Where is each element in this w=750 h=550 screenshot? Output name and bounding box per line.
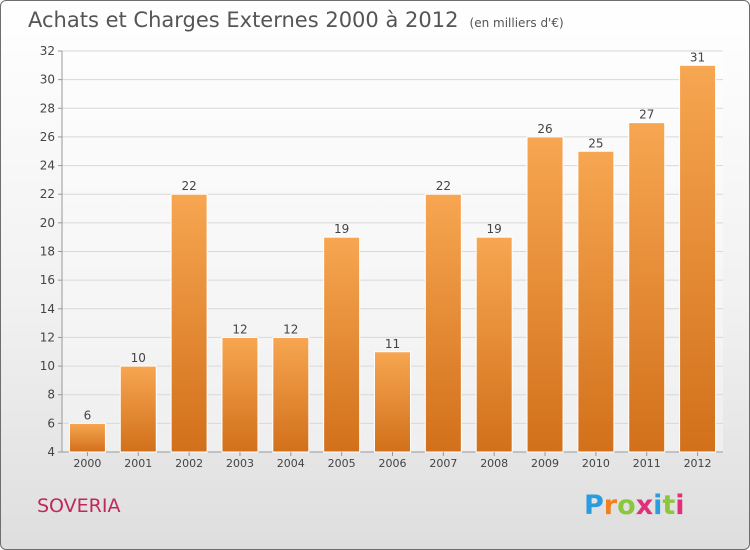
bar-value-label: 12 [283,322,298,336]
y-tick-label: 22 [40,187,55,201]
logo-letter: x [635,490,654,521]
bar-value-label: 27 [639,108,654,122]
bar [221,336,259,453]
bar-value-label: 22 [181,179,196,193]
logo-letter: P [584,490,604,521]
x-tick-label: 2004 [277,457,305,470]
bar [628,122,666,453]
y-tick-label: 28 [40,101,55,115]
bar-value-label: 31 [690,50,705,64]
commune-name: SOVERIA [37,495,121,517]
y-tick-label: 8 [47,388,55,402]
bar [323,236,361,453]
y-tick-label: 32 [40,44,55,58]
x-tick-label: 2001 [124,457,152,470]
logo-letter: i [653,490,663,521]
x-tick-label: 2005 [328,457,356,470]
y-tick-label: 26 [40,130,55,144]
bar-value-label: 11 [385,337,400,351]
y-tick-label: 30 [40,73,55,87]
bar [679,64,717,453]
chart-title: Achats et Charges Externes 2000 à 2012 (… [28,8,564,32]
y-tick-label: 10 [40,359,55,373]
bar-value-label: 26 [537,122,552,136]
y-tick-label: 12 [40,330,55,344]
y-tick-label: 24 [40,159,55,173]
chart-title-main: Achats et Charges Externes 2000 à 2012 [28,8,459,32]
logo-letter: i [675,490,685,521]
y-tick-label: 18 [40,245,55,259]
x-tick-label: 2006 [379,457,407,470]
y-tick-label: 4 [47,445,55,459]
bar-value-label: 6 [84,408,92,422]
x-tick-label: 2007 [429,457,457,470]
y-tick-label: 14 [40,302,55,316]
proxiti-logo: Proxiti [584,490,685,521]
x-tick-label: 2010 [582,457,610,470]
bar [119,365,157,453]
bar-value-label: 22 [436,179,451,193]
x-tick-label: 2002 [175,457,203,470]
logo-letter: r [603,490,618,521]
x-tick-label: 2008 [480,457,508,470]
bar [374,351,411,453]
bar [424,193,462,453]
x-tick-label: 2003 [226,457,254,470]
logo-letter: o [617,490,636,521]
x-tick-label: 2009 [531,457,559,470]
bar [577,150,615,453]
bar-value-label: 19 [334,222,349,236]
bar-value-label: 12 [232,322,247,336]
bar [526,136,564,453]
bar [170,193,208,453]
x-tick-label: 2011 [633,457,661,470]
y-tick-label: 20 [40,216,55,230]
bar [68,422,106,453]
y-tick-label: 6 [47,416,55,430]
logo-letter: t [662,490,676,521]
bar-value-label: 25 [588,136,603,150]
bar [475,236,513,453]
bar-value-label: 10 [131,351,146,365]
bar-value-label: 19 [487,222,502,236]
y-tick-label: 16 [40,273,55,287]
chart-unit: (en milliers d'€) [469,16,564,30]
x-tick-label: 2012 [684,457,712,470]
bar [272,336,310,453]
x-tick-label: 2000 [73,457,101,470]
